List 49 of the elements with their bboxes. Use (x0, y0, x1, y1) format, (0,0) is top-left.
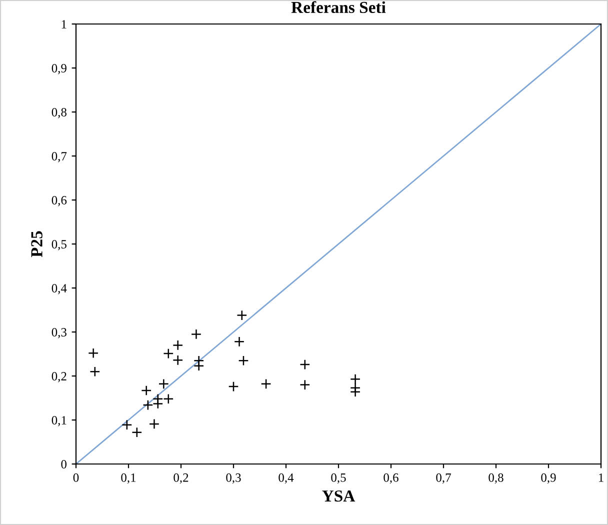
y-tick-label: 0 (61, 460, 66, 468)
point (142, 400, 154, 410)
point (163, 348, 174, 359)
y-tick-label: 0,6 (52, 196, 67, 206)
point (163, 394, 174, 404)
x-tick-label: 0,6 (384, 473, 398, 484)
point (234, 336, 245, 347)
point (172, 354, 184, 366)
y-tick-label: 0,4 (52, 284, 67, 294)
point (190, 328, 202, 340)
x-tick-label: 1 (598, 473, 604, 482)
y-tick-label: 0,3 (52, 328, 66, 338)
point (172, 340, 184, 350)
point (152, 398, 164, 410)
y-tick-label: 0,2 (52, 372, 66, 382)
x-tick-label: 0,5 (331, 473, 346, 484)
y-tick-label: 1 (62, 20, 66, 28)
point (88, 348, 99, 358)
point (260, 378, 272, 390)
x-tick-label: 0,3 (226, 473, 241, 484)
y-tick-label: 0,9 (52, 64, 66, 74)
x-tick-label: 0,4 (278, 473, 294, 484)
x-tick-label: 0,9 (541, 473, 556, 484)
x-tick-label: 0,1 (121, 473, 136, 484)
point (148, 418, 160, 430)
point (141, 385, 152, 396)
point (350, 386, 361, 398)
point (194, 360, 204, 372)
point (132, 427, 142, 438)
x-axis-title: YSA (322, 490, 356, 502)
y-tick-label: 0,1 (52, 416, 66, 426)
y-tick-label: 0,8 (52, 108, 66, 118)
point (122, 420, 132, 430)
x-tick-label: 0,2 (174, 473, 188, 484)
y-axis-title: P25 (31, 231, 42, 258)
chart-title: Referans Seti (291, 1, 386, 14)
point (300, 380, 310, 390)
point (228, 381, 239, 392)
point (236, 310, 248, 321)
y-tick-label: 0,5 (52, 240, 66, 250)
point (238, 355, 249, 366)
point (350, 374, 361, 384)
point (158, 378, 169, 390)
x-tick-label: 0,7 (436, 473, 451, 484)
point (90, 366, 100, 377)
x-tick-label: 0 (73, 473, 79, 482)
point (300, 359, 310, 370)
y-tick-label: 0,7 (52, 152, 67, 162)
x-tick-label: 0,8 (488, 473, 504, 484)
